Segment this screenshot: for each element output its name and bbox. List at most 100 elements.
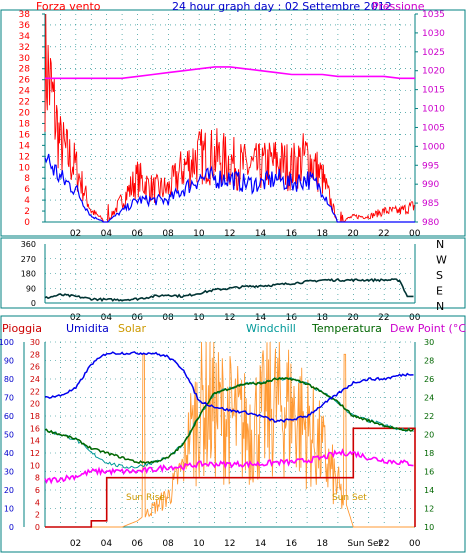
time-tick-label: 18 (317, 229, 329, 239)
direction-panel-grid (44, 244, 416, 304)
time-tick-label: 18 (317, 313, 329, 323)
time-tick-label: 00 (409, 313, 421, 323)
time-tick-label: 10 (193, 539, 205, 549)
humidity-tick-label: 70 (4, 394, 14, 403)
pressure-tick-label: 1035 (422, 10, 445, 20)
wind-speed-line (44, 153, 415, 223)
temperature-tick-label: 16 (424, 468, 434, 477)
humidity-tick-label: 0 (9, 523, 14, 532)
gust-line (44, 13, 415, 223)
rain-tick-label: 28 (30, 350, 40, 359)
wind-panel-grid (44, 14, 416, 223)
humidity-tick-label: 10 (4, 505, 14, 514)
wind-tick-label: 6 (24, 185, 30, 195)
humidity-tick-label: 30 (4, 468, 14, 477)
pressure-tick-label: 990 (422, 180, 439, 190)
graph-title: 24 hour graph day : 02 Settembre 2012 (172, 0, 392, 13)
dewpoint-label: Dew Point (°C) (390, 322, 466, 335)
humidity-line (45, 351, 414, 423)
pressure-tick-label: 985 (422, 199, 439, 209)
wind-tick-label: 8 (24, 174, 30, 184)
wind-tick-label: 38 (19, 10, 31, 20)
rain-line (45, 427, 416, 528)
time-tick-label: 06 (132, 229, 144, 239)
rain-tick-label: 16 (30, 424, 40, 433)
rain-tick-label: 2 (35, 511, 40, 520)
temperature-tick-label: 14 (424, 486, 434, 495)
time-tick-label: 18 (317, 539, 329, 549)
time-tick-label: 14 (255, 313, 267, 323)
rain-tick-label: 20 (30, 400, 40, 409)
weather-panel-frame (0, 315, 466, 553)
dewpoint-line (44, 448, 414, 485)
wind-tick-label: 14 (19, 141, 31, 151)
wind-tick-label: 30 (19, 54, 31, 64)
wind-panel-frame (0, 9, 466, 237)
humidity-tick-label: 100 (0, 338, 14, 347)
time-tick-label: 08 (162, 229, 174, 239)
time-tick-label: 08 (162, 313, 174, 323)
direction-time-ticks: 02 04 06 08 10 12 14 16 18 20 22 00 (70, 313, 421, 323)
direction-tick-label: 270 (21, 255, 36, 264)
rain-tick-label: 6 (35, 486, 40, 495)
rain-tick-label: 14 (30, 437, 40, 446)
time-tick-label: Sun Set (347, 539, 382, 549)
pressure-label: Pressione (372, 0, 425, 13)
time-tick-label: 20 (347, 229, 359, 239)
wind-speed-label: Forza vento (36, 0, 101, 13)
time-tick-label: 16 (286, 539, 298, 549)
windchill-label: Windchill (246, 322, 296, 335)
time-tick-label: 02 (70, 313, 81, 323)
pressure-tick-label: 1000 (422, 142, 445, 152)
direction-axis-ticks: 0 90 180 270 360 (21, 240, 36, 308)
humidity-tick-label: 50 (4, 431, 14, 440)
rain-tick-label: 26 (30, 363, 40, 372)
rain-tick-label: 12 (30, 449, 40, 458)
time-tick-label: 04 (101, 313, 113, 323)
wind-tick-label: 4 (24, 196, 30, 206)
rain-tick-label: 30 (30, 338, 40, 347)
wind-tick-label: 26 (19, 76, 31, 86)
solar-label: Solar (118, 322, 147, 335)
rain-tick-label: 4 (35, 498, 40, 507)
wind-tick-label: 34 (19, 32, 31, 42)
time-tick-label: 10 (193, 313, 205, 323)
pressure-tick-label: 1025 (422, 48, 445, 58)
humidity-tick-label: 60 (4, 412, 14, 421)
time-tick-label: 22 (378, 539, 389, 549)
wind-tick-label: 20 (19, 109, 31, 119)
humidity-tick-label: 80 (4, 375, 14, 384)
time-tick-label: 20 (347, 313, 359, 323)
wind-tick-label: 32 (19, 43, 30, 53)
sunrise-annotation: Sun Rise (126, 493, 165, 503)
humidity-label: Umidita (66, 322, 109, 335)
humidity-tick-label: 20 (4, 486, 14, 495)
temperature-tick-label: 12 (424, 505, 434, 514)
time-tick-label: 02 (70, 539, 81, 549)
direction-tick-label: 360 (21, 240, 36, 249)
direction-tick-label: 180 (21, 270, 36, 279)
temperature-tick-label: 28 (424, 357, 434, 366)
compass-label: E (436, 285, 443, 298)
wind-tick-label: 28 (19, 65, 31, 75)
pressure-tick-label: 1005 (422, 123, 445, 133)
time-tick-label: 16 (286, 229, 298, 239)
rain-tick-label: 8 (35, 474, 40, 483)
rain-label: Pioggia (2, 322, 42, 335)
rain-tick-label: 22 (30, 387, 40, 396)
time-tick-label: 02 (70, 229, 81, 239)
time-tick-label: 00 (409, 539, 421, 549)
temperature-tick-label: 26 (424, 375, 434, 384)
temperature-line (44, 377, 415, 465)
temperature-label: Temperatura (311, 322, 382, 335)
rain-tick-label: 18 (30, 412, 40, 421)
wind-tick-label: 0 (24, 218, 30, 228)
weather-series (44, 341, 416, 528)
solar-line (45, 341, 415, 528)
pressure-tick-label: 1015 (422, 86, 445, 96)
time-tick-label: 06 (132, 313, 144, 323)
wind-tick-label: 10 (19, 163, 31, 173)
wind-time-ticks: 02 04 06 08 10 12 14 16 18 20 22 00 (70, 229, 421, 239)
